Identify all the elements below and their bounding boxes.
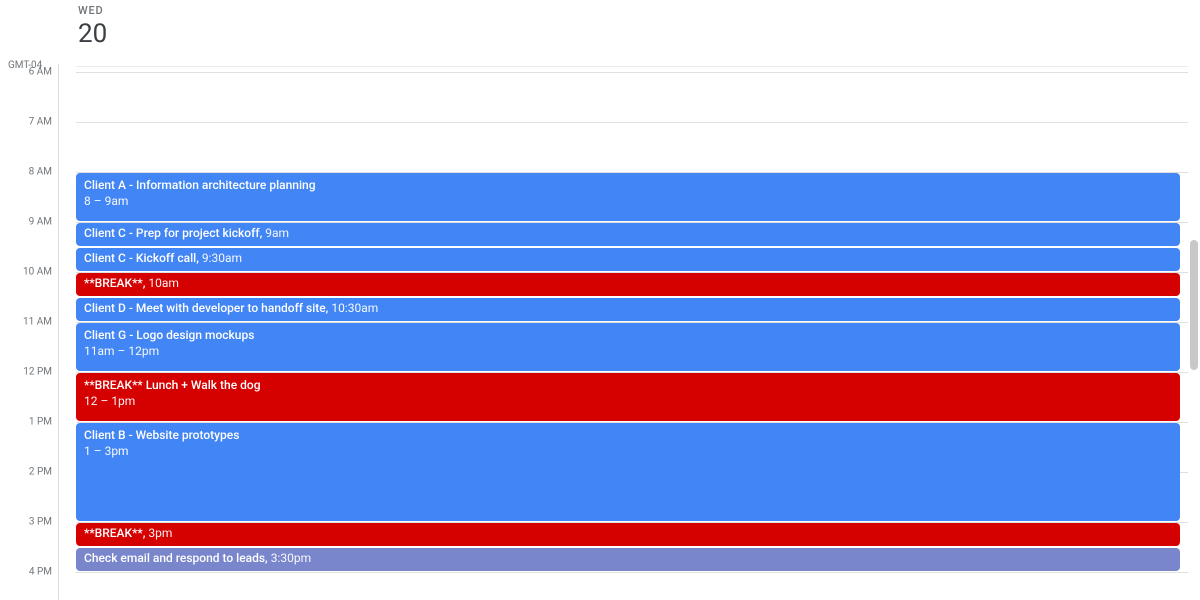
calendar-event[interactable]: Client B - Website prototypes1 – 3pm [76, 423, 1180, 521]
event-title: Client B - Website prototypes [84, 427, 1172, 443]
weekday-label: WED [78, 4, 107, 17]
calendar-event[interactable]: Client D - Meet with developer to handof… [76, 298, 1180, 321]
calendar-event[interactable]: Client A - Information architecture plan… [76, 173, 1180, 221]
event-title: **BREAK**, [84, 276, 148, 290]
event-column[interactable]: Client A - Information architecture plan… [76, 72, 1188, 600]
event-time: 8 – 9am [84, 193, 1172, 209]
hour-gridline [76, 122, 1188, 123]
event-time: 10:30am [331, 301, 378, 315]
hour-label: 4 PM [29, 567, 52, 578]
hour-label: 12 PM [23, 367, 52, 378]
event-time: 1 – 3pm [84, 443, 1172, 459]
event-title: Client C - Prep for project kickoff, [84, 226, 265, 240]
event-title: **BREAK**, [84, 526, 148, 540]
event-title: Client G - Logo design mockups [84, 327, 1172, 343]
calendar-event[interactable]: **BREAK**, 10am [76, 273, 1180, 296]
calendar-event[interactable]: **BREAK**, 3pm [76, 523, 1180, 546]
time-gutter: 6 AM7 AM8 AM9 AM10 AM11 AM12 PM1 PM2 PM3… [0, 72, 58, 600]
event-title: **BREAK** Lunch + Walk the dog [84, 377, 1172, 393]
day-header: WED 20 [0, 0, 1200, 64]
hour-gridline [76, 572, 1188, 573]
calendar-grid: 6 AM7 AM8 AM9 AM10 AM11 AM12 PM1 PM2 PM3… [0, 72, 1188, 600]
event-time: 9am [265, 226, 289, 240]
calendar-event[interactable]: Client C - Kickoff call, 9:30am [76, 248, 1180, 271]
calendar-event[interactable]: Client C - Prep for project kickoff, 9am [76, 223, 1180, 246]
hour-label: 6 AM [29, 67, 52, 78]
event-title: Client A - Information architecture plan… [84, 177, 1172, 193]
hour-label: 10 AM [23, 267, 52, 278]
calendar-event[interactable]: Client G - Logo design mockups11am – 12p… [76, 323, 1180, 371]
hour-label: 9 AM [29, 217, 52, 228]
allday-separator [76, 66, 1188, 67]
event-title: Check email and respond to leads, [84, 551, 271, 565]
hour-label: 8 AM [29, 167, 52, 178]
event-time: 12 – 1pm [84, 393, 1172, 409]
day-number[interactable]: 20 [78, 19, 107, 49]
hour-label: 3 PM [29, 517, 52, 528]
hour-label: 2 PM [29, 467, 52, 478]
calendar-event[interactable]: **BREAK** Lunch + Walk the dog12 – 1pm [76, 373, 1180, 421]
hour-gridline [76, 72, 1188, 73]
gutter-line [58, 64, 59, 600]
event-time: 9:30am [202, 251, 242, 265]
event-time: 11am – 12pm [84, 343, 1172, 359]
event-time: 3:30pm [271, 551, 311, 565]
calendar-event[interactable]: Check email and respond to leads, 3:30pm [76, 548, 1180, 571]
event-time: 3pm [148, 526, 172, 540]
event-time: 10am [148, 276, 179, 290]
scrollbar-thumb[interactable] [1190, 240, 1198, 370]
event-title: Client D - Meet with developer to handof… [84, 301, 331, 315]
event-title: Client C - Kickoff call, [84, 251, 202, 265]
hour-label: 1 PM [29, 417, 52, 428]
hour-label: 11 AM [23, 317, 52, 328]
hour-label: 7 AM [29, 117, 52, 128]
